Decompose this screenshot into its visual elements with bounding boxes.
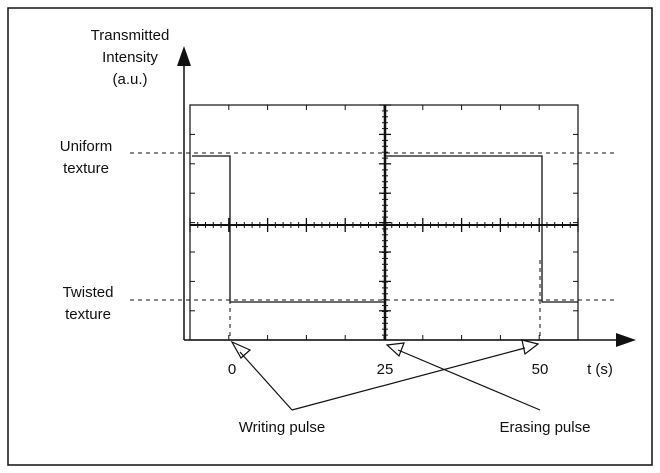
arrow bbox=[292, 348, 525, 410]
pulse-label: Erasing pulse bbox=[500, 419, 591, 436]
y-label: (a.u.) bbox=[112, 71, 147, 88]
trace bbox=[192, 156, 578, 302]
figure: Transmitted Intensity (a.u.) Uniform tex… bbox=[0, 0, 660, 473]
arrow bbox=[240, 352, 292, 410]
y-label: Transmitted bbox=[91, 27, 170, 44]
arrow-head bbox=[232, 342, 250, 358]
level-label: Twisted bbox=[63, 284, 114, 301]
x-arrow-head bbox=[616, 333, 636, 347]
x-axis-label: t (s) bbox=[587, 361, 613, 378]
arrow-head bbox=[387, 343, 404, 356]
level-label: texture bbox=[65, 306, 111, 323]
x-tick-label: 25 bbox=[377, 361, 394, 378]
arrow bbox=[398, 350, 540, 410]
page: Transmitted Intensity (a.u.) Uniform tex… bbox=[0, 0, 660, 473]
x-tick-label: 50 bbox=[532, 361, 549, 378]
level-label: texture bbox=[63, 160, 109, 177]
arrow-head bbox=[522, 340, 538, 354]
frame bbox=[8, 8, 652, 465]
pulse-label: Writing pulse bbox=[239, 419, 325, 436]
y-arrow-head bbox=[177, 46, 191, 66]
x-tick-label: 0 bbox=[228, 361, 236, 378]
y-label: Intensity bbox=[102, 49, 158, 66]
level-label: Uniform bbox=[60, 138, 113, 155]
